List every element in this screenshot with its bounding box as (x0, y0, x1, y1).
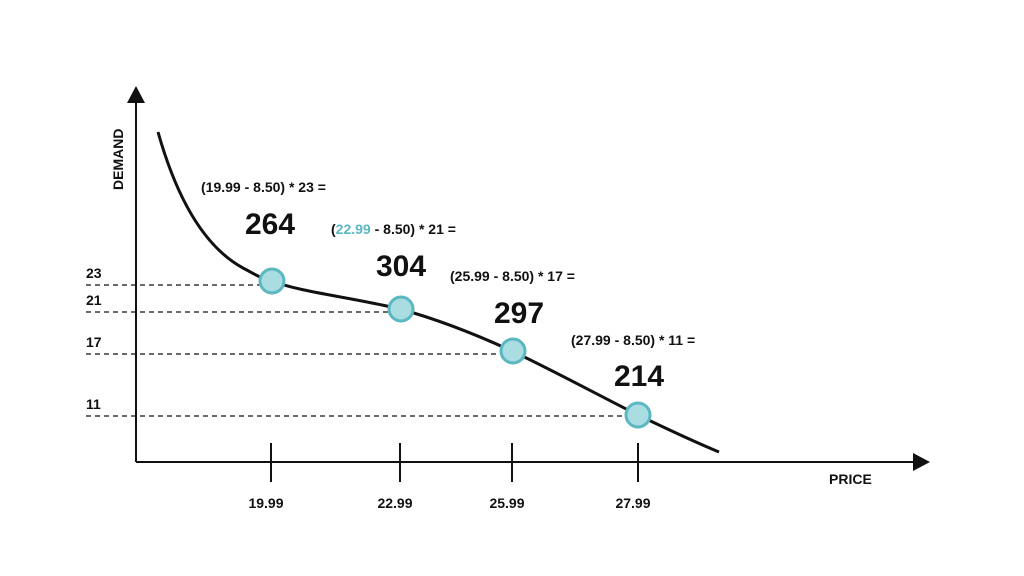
revenue-formula: (19.99 - 8.50) * 23 = (201, 179, 326, 195)
x-tick-label: 22.99 (377, 495, 412, 511)
data-point-marker (258, 267, 286, 295)
revenue-formula: (22.99 - 8.50) * 21 = (331, 221, 456, 237)
revenue-formula: (25.99 - 8.50) * 17 = (450, 268, 575, 284)
y-axis-arrow (127, 86, 145, 103)
x-tick-label: 27.99 (615, 495, 650, 511)
revenue-result: 297 (494, 297, 544, 330)
data-point-marker (499, 337, 527, 365)
x-tick-label: 19.99 (248, 495, 283, 511)
data-point-marker (387, 295, 415, 323)
y-tick-label: 23 (86, 265, 102, 281)
y-tick-label: 21 (86, 292, 102, 308)
data-point-marker (624, 401, 652, 429)
x-axis-arrow (913, 453, 930, 471)
revenue-formula: (27.99 - 8.50) * 11 = (571, 332, 695, 348)
x-tick-label: 25.99 (489, 495, 524, 511)
y-tick-label: 11 (86, 396, 101, 412)
x-axis-title: PRICE (829, 471, 872, 487)
revenue-result: 264 (245, 208, 295, 241)
revenue-result: 304 (376, 250, 426, 283)
y-tick-label: 17 (86, 334, 102, 350)
revenue-result: 214 (614, 360, 664, 393)
y-axis-title: DEMAND (110, 129, 126, 190)
